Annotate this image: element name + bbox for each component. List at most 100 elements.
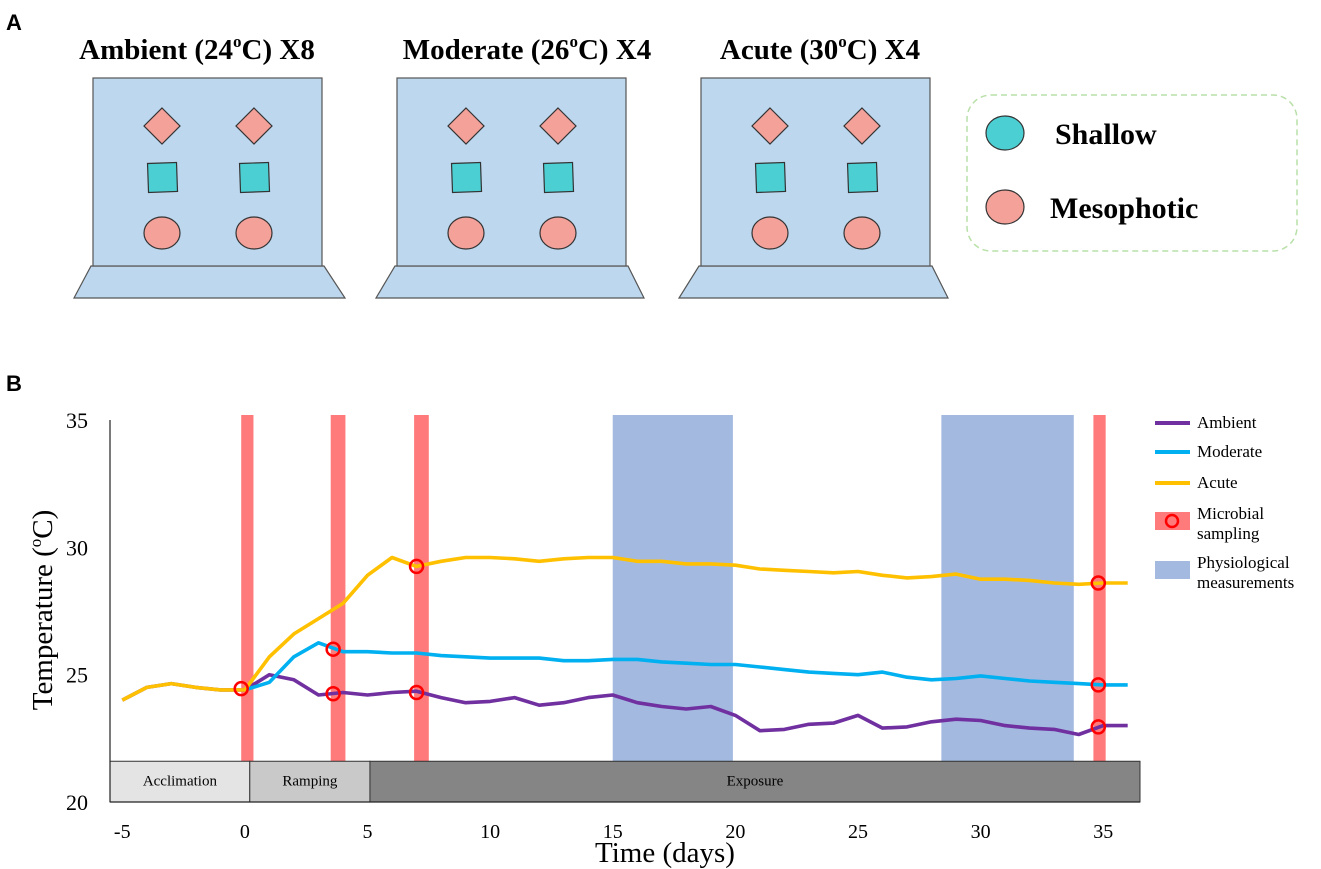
- legend-label: Microbial sampling: [1197, 504, 1264, 543]
- tank-title-moderate: Moderate (26oC) X4: [403, 32, 651, 66]
- phase-label-exposure: Exposure: [727, 773, 784, 789]
- tank-body: [396, 77, 627, 267]
- axes: [109, 420, 1140, 803]
- phase-acclimation: [109, 760, 251, 803]
- mesophotic-circle-icon: [751, 216, 789, 250]
- tank-0: [73, 77, 347, 299]
- mesophotic-label: Mesophotic: [1050, 192, 1198, 225]
- sampling-marker-6: [1090, 677, 1107, 693]
- shallow-square-icon: [146, 161, 179, 194]
- physiological-measurement-band-0: [612, 415, 733, 762]
- phase-bar: Acclimation Ramping Exposure: [109, 760, 1141, 803]
- tank-1: [374, 77, 645, 299]
- legend-item-0: Ambient: [1155, 413, 1257, 432]
- x-tick-label: 5: [363, 821, 373, 843]
- tank-base: [677, 265, 949, 299]
- x-tick-label: 20: [725, 821, 745, 843]
- tank-title-acute: Acute (30oC) X4: [720, 32, 920, 66]
- shallow-circle-icon: [985, 115, 1025, 151]
- y-tick-label: 30: [66, 535, 88, 560]
- mesophotic-diamond-icon: [751, 107, 789, 145]
- shallow-square-icon: [450, 161, 483, 194]
- series-lines: [121, 555, 1128, 737]
- sampling-marker-5: [1090, 575, 1107, 591]
- mesophotic-circle-icon: [447, 216, 485, 250]
- physiological-measurement-bands: [612, 415, 1074, 762]
- shallow-square-icon: [846, 161, 879, 194]
- series-line-moderate: [244, 641, 1128, 692]
- y-axis-label: Temperature (oC): [26, 510, 59, 711]
- sampling-markers: [233, 558, 1107, 735]
- phase-ramping: [249, 760, 371, 803]
- mesophotic-diamond-icon: [235, 107, 273, 145]
- phase-label-ramping: Ramping: [282, 773, 337, 789]
- x-tick-label: 25: [848, 821, 868, 843]
- x-tick-label: -5: [114, 821, 131, 843]
- microbial-sampling-bands: [241, 415, 1106, 762]
- x-tick-label: 0: [240, 821, 250, 843]
- shallow-label: Shallow: [1055, 118, 1157, 151]
- tank-diagrams: [73, 77, 949, 299]
- legend-swatch-patch: [1155, 561, 1190, 579]
- tank-2: [677, 77, 949, 299]
- physiological-measurement-band-1: [941, 415, 1074, 762]
- mesophotic-diamond-icon: [539, 107, 577, 145]
- y-tick-label: 35: [66, 408, 88, 433]
- x-tick-label: 35: [1093, 821, 1113, 843]
- legend-label: Acute: [1197, 473, 1238, 492]
- microbial-sampling-band-2: [414, 415, 429, 762]
- x-tick-label: 15: [603, 821, 623, 843]
- temperature-chart: Acclimation Ramping Exposure -5 0 5 10 15 20 25 3…: [26, 408, 1294, 869]
- legend-swatch-marker: [1164, 513, 1180, 529]
- sampling-marker-1: [325, 641, 341, 657]
- mesophotic-circle-icon: [235, 216, 273, 250]
- shallow-square-icon: [754, 161, 787, 194]
- legend-item-3: Microbial sampling: [1155, 504, 1264, 543]
- tank-body: [92, 77, 323, 267]
- tank-base: [374, 265, 645, 299]
- mesophotic-diamond-icon: [447, 107, 485, 145]
- y-tick-label: 20: [66, 790, 88, 815]
- mesophotic-circle-icon: [985, 189, 1025, 225]
- mesophotic-circle-icon: [843, 216, 881, 250]
- sampling-marker-2: [325, 686, 341, 702]
- x-tick-labels: -5 0 5 10 15 20 25 30 35: [114, 821, 1113, 843]
- phase-label-acclimation: Acclimation: [143, 773, 218, 789]
- phase-exposure: [369, 760, 1141, 803]
- legend-item-4: Physiological measurements: [1155, 553, 1294, 592]
- series-line-acute: [121, 555, 1128, 702]
- y-tick-label: 25: [66, 663, 88, 688]
- legend-label: Ambient: [1197, 413, 1257, 432]
- depth-legend-border: [966, 94, 1298, 252]
- legend-label: Moderate: [1197, 442, 1262, 461]
- shallow-square-icon: [542, 161, 575, 194]
- x-tick-label: 10: [480, 821, 500, 843]
- x-tick-label: 30: [971, 821, 991, 843]
- microbial-sampling-band-1: [330, 415, 346, 762]
- shallow-square-icon: [238, 161, 271, 194]
- sampling-marker-3: [408, 558, 425, 575]
- tank-title-ambient: Ambient (24oC) X8: [79, 32, 315, 66]
- sampling-marker-7: [1090, 719, 1107, 735]
- microbial-sampling-band-0: [241, 415, 254, 762]
- x-axis-label: Time (days): [595, 837, 735, 869]
- mesophotic-diamond-icon: [843, 107, 881, 145]
- tank-base: [73, 265, 347, 299]
- mesophotic-diamond-icon: [143, 107, 181, 145]
- tank-body: [700, 77, 931, 267]
- legend-label: Physiological measurements: [1197, 553, 1294, 592]
- panel-a-label: A: [6, 10, 22, 35]
- y-tick-labels: 20 25 30 35: [66, 408, 88, 815]
- mesophotic-circle-icon: [143, 216, 181, 250]
- sampling-marker-4: [408, 684, 425, 701]
- legend-swatch-band: [1155, 512, 1190, 530]
- mesophotic-circle-icon: [539, 216, 577, 250]
- series-line-ambient: [121, 672, 1128, 737]
- depth-legend: Shallow Mesophotic: [966, 94, 1298, 252]
- legend-item-1: Moderate: [1155, 442, 1262, 461]
- panel-b-label: B: [6, 371, 22, 396]
- legend-item-2: Acute: [1155, 473, 1238, 492]
- sampling-marker-0: [233, 680, 249, 697]
- chart-legend: Ambient Moderate Acute Microbial sampling Phy…: [1155, 413, 1294, 592]
